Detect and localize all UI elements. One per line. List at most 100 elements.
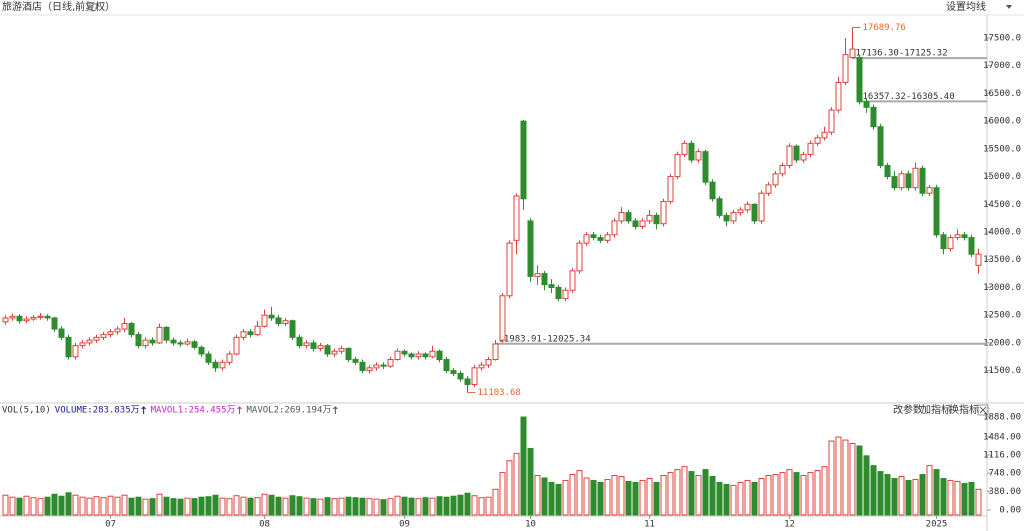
volume-bar (891, 477, 898, 516)
volume-bar (905, 479, 912, 516)
volume-bar (324, 497, 331, 516)
candle-body (947, 237, 954, 250)
volume-bar (555, 483, 562, 516)
candle-body (51, 317, 58, 330)
candle-body (765, 184, 772, 194)
volume-bar (807, 472, 814, 516)
volume-bar (345, 496, 352, 516)
candle-body (968, 237, 975, 255)
volume-bar (387, 498, 394, 516)
volume-bar (758, 477, 765, 516)
candle-body (653, 214, 660, 225)
candle-body (793, 145, 800, 161)
volume-bar (919, 474, 926, 516)
volume-bar (940, 477, 947, 516)
volume-bar (485, 496, 492, 516)
candle-body (835, 81, 842, 111)
close-panel[interactable] (977, 404, 989, 416)
candle-body (695, 151, 702, 161)
volume-bar (562, 479, 569, 516)
volume-bar (310, 498, 317, 516)
candle-body (856, 56, 863, 103)
candle-body (639, 220, 646, 227)
volume-bar (695, 475, 702, 516)
volume-bar (254, 497, 261, 516)
candle-body (373, 364, 380, 369)
candle-body (100, 334, 107, 338)
candle-body (905, 173, 912, 189)
indicator-button[interactable]: 换指标 (949, 403, 979, 416)
candle-body (716, 198, 723, 216)
candle-body (44, 315, 51, 319)
candle-body (499, 295, 506, 341)
legend-arrow (333, 406, 338, 414)
candle-body (492, 343, 499, 361)
y-tick-label: 13500.0 (983, 255, 1021, 265)
volume-bar (590, 479, 597, 516)
candle-body (233, 336, 240, 355)
volume-bar (520, 416, 527, 516)
volume-bar (947, 479, 954, 516)
candle-body (142, 339, 149, 347)
volume-bar (961, 482, 968, 516)
volume-bar (471, 495, 478, 516)
candle-body (2, 317, 9, 323)
candle-body (401, 350, 408, 355)
candle-body (240, 331, 247, 338)
volume-bar (506, 460, 513, 516)
volume-bar (702, 469, 709, 516)
candle-body (212, 361, 219, 369)
candle-body (786, 145, 793, 167)
volume-bar (135, 496, 142, 516)
candle-body (898, 173, 905, 189)
candle-body (93, 336, 100, 341)
volume-bar (114, 496, 121, 516)
volume-bar (303, 497, 310, 516)
volume-bar (163, 496, 170, 516)
indicator-button[interactable]: 加指标 (921, 403, 951, 416)
volume-bar (142, 498, 149, 516)
y-tick-label: 12500.0 (983, 311, 1021, 321)
candle-body (667, 176, 674, 203)
candle-body (219, 361, 226, 369)
volume-bar (240, 496, 247, 516)
volume-bar (611, 475, 618, 516)
candle-body (933, 187, 940, 236)
volume-bar (583, 477, 590, 516)
candle-body (555, 286, 562, 300)
candle-body (723, 214, 730, 222)
volume-bar (772, 474, 779, 516)
ma-button[interactable]: 设置均线 (946, 0, 986, 13)
candle-body (751, 203, 758, 222)
candle-body (9, 315, 16, 319)
candle-body (226, 353, 233, 363)
volume-bar (751, 481, 758, 516)
candle-body (359, 361, 366, 372)
indicator-button[interactable]: 改参数 (893, 403, 923, 416)
volume-bar (954, 480, 961, 516)
candle-body (394, 350, 401, 361)
y-tick-label: 14500.0 (983, 200, 1021, 210)
volume-bar (681, 466, 688, 516)
candle-body (618, 212, 625, 222)
candle-body (107, 331, 114, 336)
volume-bar (632, 481, 639, 516)
candle-body (65, 336, 72, 358)
candle-body (891, 176, 898, 189)
candle-body (779, 165, 786, 175)
candle-body (331, 350, 338, 355)
x-tick-label: 12 (784, 520, 795, 530)
candle-body (408, 353, 415, 358)
volume-bar (884, 474, 891, 516)
volume-bar (464, 492, 471, 516)
volume-bar (184, 497, 191, 516)
candle-body (380, 364, 387, 367)
candle-body (842, 54, 849, 83)
settings-icon[interactable] (88, 2, 98, 12)
volume-bar (849, 443, 856, 516)
candle-body (415, 353, 422, 358)
volume-bar (23, 495, 30, 516)
candle-body (86, 339, 93, 344)
candle-body (163, 326, 170, 341)
candle-body (429, 350, 436, 358)
